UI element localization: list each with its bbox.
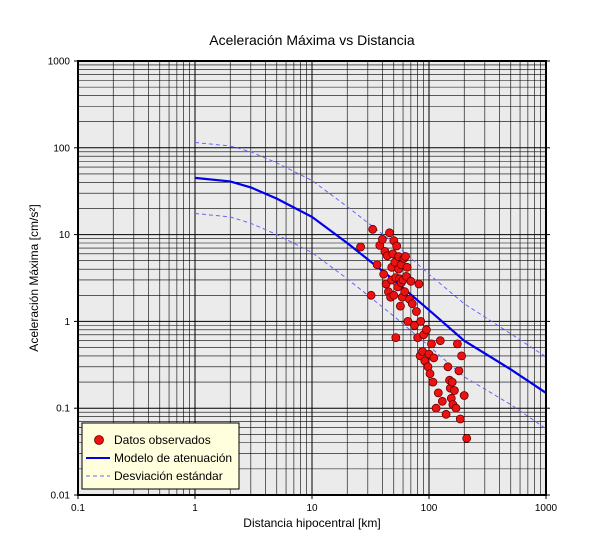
observed-data-point <box>402 262 412 272</box>
y-tick-label: 1 <box>64 317 70 328</box>
observed-data-point <box>443 362 453 372</box>
observed-data-point <box>435 336 445 346</box>
observed-data-point <box>447 377 457 387</box>
observed-data-point <box>454 366 464 376</box>
observed-data-point <box>356 242 366 252</box>
legend-label-observed: Datos observados <box>114 433 211 447</box>
observed-data-point <box>366 290 376 300</box>
observed-data-point <box>414 279 424 289</box>
legend: Datos observados Modelo de atenuación De… <box>81 422 240 490</box>
scatter-points <box>356 224 472 443</box>
observed-data-point <box>395 301 405 311</box>
observed-data-point <box>455 414 465 424</box>
observed-data-point <box>429 353 439 363</box>
observed-data-point <box>400 287 410 297</box>
observed-data-point <box>457 351 467 361</box>
y-tick-label: 1000 <box>48 57 71 68</box>
y-tick-label: 10 <box>59 230 71 241</box>
observed-data-point <box>437 396 447 406</box>
observed-data-point <box>401 252 410 261</box>
chart-title: Aceleración Máxima vs Distancia <box>209 32 415 48</box>
observed-data-point <box>451 403 461 413</box>
observed-data-point <box>452 339 462 349</box>
observed-data-point <box>449 386 459 395</box>
observed-data-point <box>431 403 441 413</box>
observed-data-point <box>411 307 421 316</box>
observed-data-point <box>368 224 378 234</box>
legend-box <box>81 422 240 490</box>
observed-data-point <box>433 388 443 398</box>
x-axis-label: Distancia hipocentral [km] <box>243 516 380 530</box>
observed-data-point <box>409 320 419 330</box>
y-tick-label: 100 <box>53 143 70 154</box>
x-tick-label: 100 <box>421 503 438 514</box>
plot-frame <box>77 60 547 496</box>
x-tick-label: 1000 <box>535 503 558 514</box>
observed-data-point <box>441 409 451 419</box>
observed-data-point <box>379 269 389 279</box>
observed-data-point <box>392 241 402 251</box>
observed-data-point <box>427 339 436 349</box>
legend-label-model: Modelo de atenuación <box>114 451 232 465</box>
legend-label-stddev: Desviación estándar <box>114 469 223 483</box>
observed-data-point <box>407 299 417 309</box>
observed-data-point <box>428 377 438 387</box>
x-tick-label: 1 <box>192 503 198 514</box>
observed-data-point <box>421 325 431 335</box>
observed-data-point <box>425 369 435 379</box>
series-lines <box>194 142 547 430</box>
observed-data-point <box>416 316 426 326</box>
attenuation-model-curve <box>194 176 547 394</box>
y-tick-label: 0.01 <box>51 491 71 502</box>
x-axis-ticks: 0.1 1 10 100 1000 <box>71 495 558 514</box>
observed-data-point <box>389 290 399 300</box>
x-tick-label: 10 <box>306 503 318 514</box>
observed-data-point <box>459 391 469 400</box>
observed-data-point <box>377 234 387 244</box>
grid-lines <box>77 61 546 496</box>
observed-data-point <box>385 228 394 238</box>
observed-data-point <box>406 276 416 286</box>
y-tick-label: 0.1 <box>56 404 70 415</box>
observed-data-point <box>403 316 413 326</box>
x-tick-label: 0.1 <box>71 503 85 514</box>
observed-data-point <box>391 333 401 343</box>
stddev-curve <box>194 213 547 430</box>
stddev-curve <box>194 142 547 358</box>
observed-data-point <box>462 433 472 443</box>
legend-marker-observed <box>94 435 104 445</box>
observed-data-point <box>372 260 382 270</box>
y-axis-label: Aceleración Máxima [cm/s²] <box>27 204 41 351</box>
